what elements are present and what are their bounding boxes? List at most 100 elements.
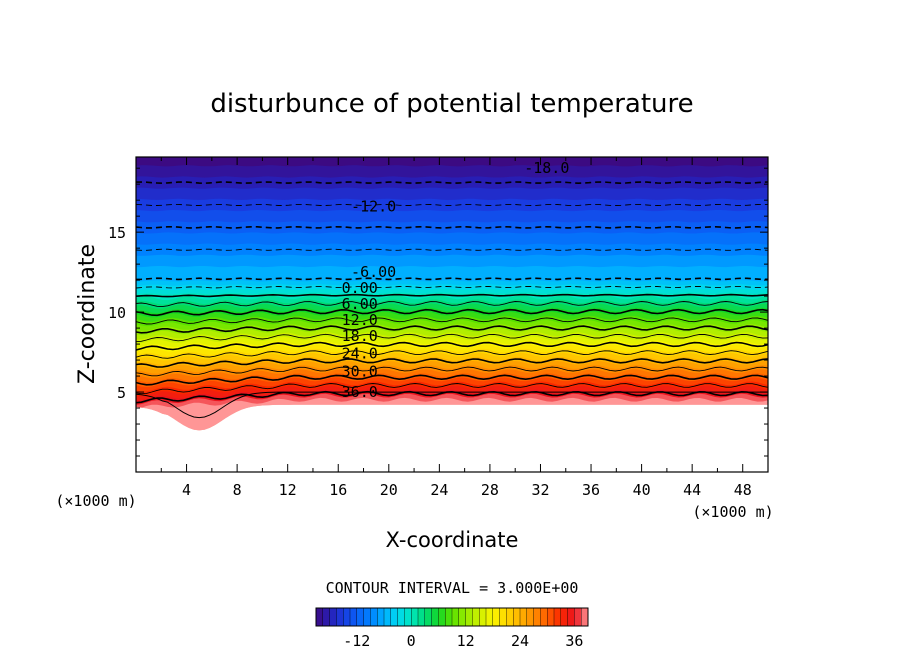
contour-lines bbox=[136, 181, 768, 419]
contour-line bbox=[136, 203, 768, 206]
contour-label: -6.00 bbox=[351, 263, 396, 281]
colorbar-cell bbox=[547, 607, 555, 627]
contour-interval-text: CONTOUR INTERVAL = 3.000E+00 bbox=[326, 579, 579, 597]
contour-line bbox=[136, 277, 768, 281]
x-tick-label: 8 bbox=[233, 481, 242, 499]
colorbar-tick-label: 36 bbox=[565, 632, 583, 650]
contour-label: -18.0 bbox=[524, 159, 569, 177]
x-tick-label: 4 bbox=[182, 481, 191, 499]
contour-label: 0.00 bbox=[342, 279, 378, 297]
contour-label: 18.0 bbox=[342, 327, 378, 345]
colorbar-cell bbox=[492, 607, 501, 627]
colorbar-cell bbox=[431, 607, 439, 627]
colorbar-cell bbox=[336, 607, 344, 627]
y-tick-label: 5 bbox=[117, 384, 126, 402]
colorbar-cell bbox=[315, 607, 324, 627]
x-tick-label: 36 bbox=[582, 481, 600, 499]
colorbar-cell bbox=[356, 607, 365, 627]
y-tick-label: 10 bbox=[108, 304, 126, 322]
x-tick-label: 44 bbox=[683, 481, 701, 499]
contour-line bbox=[136, 308, 768, 317]
chart-title: disturbunce of potential temperature bbox=[210, 89, 693, 119]
colorbar-cell bbox=[540, 607, 548, 627]
colorbar-cell bbox=[574, 607, 582, 627]
y-axis-label: Z-coordinate bbox=[75, 244, 100, 384]
x-tick-label: 24 bbox=[430, 481, 448, 499]
filled-contour-bands bbox=[136, 157, 768, 472]
colorbar-cell bbox=[465, 607, 473, 627]
plot-area bbox=[136, 157, 768, 472]
colorbar-cell bbox=[424, 607, 433, 627]
colorbar-cell bbox=[377, 607, 385, 627]
contour-line bbox=[136, 248, 768, 251]
colorbar-tick-label: 0 bbox=[407, 632, 416, 650]
contour-label: 6.00 bbox=[342, 295, 378, 313]
contour-line bbox=[136, 225, 768, 229]
colorbar-cell bbox=[349, 607, 358, 627]
contour-line bbox=[136, 391, 768, 419]
x-unit-right: (×1000 m) bbox=[692, 503, 773, 521]
colorbar-cell bbox=[519, 607, 528, 627]
colorbar-cell bbox=[560, 607, 569, 627]
colorbar-cell bbox=[438, 607, 446, 627]
colorbar-cell bbox=[458, 607, 467, 627]
colorbar-tick-label: 12 bbox=[457, 632, 475, 650]
contour-line bbox=[136, 358, 768, 368]
contour-line bbox=[136, 181, 768, 185]
terrain-mask bbox=[136, 404, 768, 472]
colorbar-cell bbox=[472, 607, 480, 627]
plot-frame bbox=[135, 156, 769, 473]
contour-line bbox=[136, 285, 768, 289]
colorbar-cell bbox=[553, 607, 562, 627]
contour-line bbox=[136, 366, 768, 377]
contour-line bbox=[136, 333, 768, 343]
colorbar-tick-label: 24 bbox=[511, 632, 529, 650]
x-tick-label: 28 bbox=[481, 481, 499, 499]
colorbar-cell bbox=[411, 607, 419, 627]
colorbar-cell bbox=[581, 607, 589, 627]
colorbar-cell bbox=[383, 607, 392, 627]
contour-label: 36.0 bbox=[342, 383, 378, 401]
colorbar-cell bbox=[451, 607, 460, 627]
colorbar-tick-label: -12 bbox=[343, 632, 370, 650]
x-tick-label: 20 bbox=[380, 481, 398, 499]
x-tick-label: 16 bbox=[329, 481, 347, 499]
colorbar-cell bbox=[445, 607, 453, 627]
colorbar-cell bbox=[322, 607, 331, 627]
colorbar-cell bbox=[417, 607, 426, 627]
colorbar-cell bbox=[370, 607, 378, 627]
colorbar-cell bbox=[390, 607, 399, 627]
colorbar-cell bbox=[479, 607, 487, 627]
x-axis-label: X-coordinate bbox=[386, 528, 519, 552]
colorbar-cell bbox=[526, 607, 535, 627]
colorbar-cell bbox=[343, 607, 351, 627]
colorbar-cell bbox=[485, 607, 494, 627]
colorbar: -12 0 12 24 36 bbox=[315, 607, 589, 650]
contour-label: 24.0 bbox=[342, 345, 378, 363]
contour-line bbox=[136, 317, 768, 325]
contour-line bbox=[136, 383, 768, 395]
colorbar-cell bbox=[567, 607, 575, 627]
x-tick-label: 40 bbox=[633, 481, 651, 499]
contour-line bbox=[136, 350, 768, 359]
colorbar-cell bbox=[506, 607, 514, 627]
colorbar-cell bbox=[397, 607, 405, 627]
contour-label: 12.0 bbox=[342, 311, 378, 329]
contour-line bbox=[136, 301, 768, 308]
colorbar-cell bbox=[363, 607, 371, 627]
contour-line bbox=[136, 374, 768, 386]
colorbar-cell bbox=[404, 607, 412, 627]
colorbar-cell bbox=[329, 607, 337, 627]
contour-line bbox=[136, 341, 768, 351]
contour-label: -12.0 bbox=[351, 198, 396, 216]
x-tick-label: 12 bbox=[279, 481, 297, 499]
contour-label: 30.0 bbox=[342, 362, 378, 380]
colorbar-cell bbox=[533, 607, 541, 627]
colorbar-cell bbox=[499, 607, 507, 627]
contour-band bbox=[136, 397, 768, 431]
colorbar-frame bbox=[315, 607, 589, 627]
x-tick-label: 32 bbox=[531, 481, 549, 499]
colorbar-cell bbox=[513, 607, 521, 627]
